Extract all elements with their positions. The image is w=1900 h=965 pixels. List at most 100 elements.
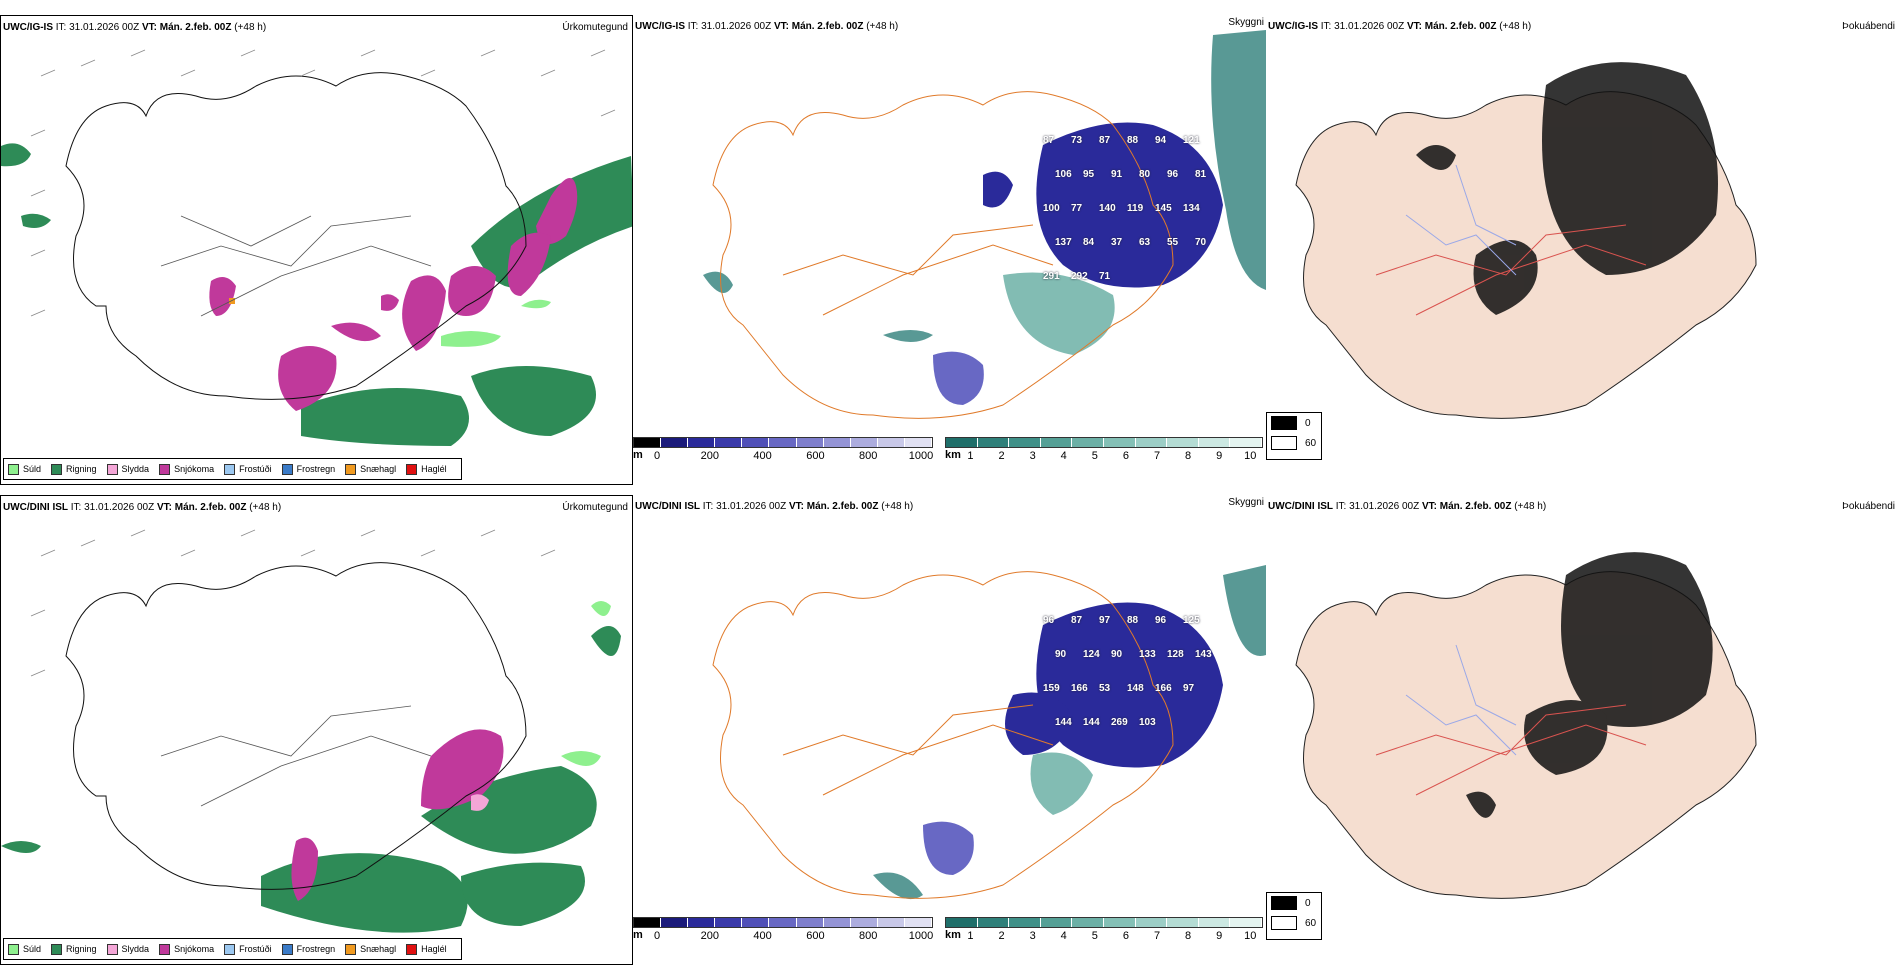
visibility-value-label: 71 (1099, 271, 1111, 282)
visibility-value-label: 292 (1071, 271, 1088, 282)
legend-item-haglel: Haglél (406, 463, 447, 475)
visibility-value-label: 148 (1127, 683, 1144, 694)
colorbar-swatches (633, 917, 933, 928)
colorbar-swatch (1230, 438, 1262, 447)
colorbar-tick-label: 8 (1185, 930, 1192, 942)
swatch (8, 463, 19, 475)
visibility-value-label: 144 (1083, 717, 1100, 728)
legend-label: Rigning (66, 944, 97, 954)
swatch (281, 943, 293, 955)
valid-time: VT: Mán. 2.feb. 00Z (788, 501, 879, 512)
iceland-map-visibility-bottom (712, 565, 1266, 900)
fog-legend-row: 60 (1267, 913, 1321, 933)
model-name: UWC/IG-IS (635, 21, 685, 32)
visibility-value-label: 87 (1071, 615, 1083, 626)
visibility-value-label: 119 (1127, 203, 1144, 214)
panel-header: UWC/DINI ISL IT: 31.01.2026 00Z VT: Mán.… (3, 502, 281, 513)
legend-item-frostudi: Frostúði (224, 943, 272, 955)
colorbar-swatch (1040, 438, 1073, 447)
precip-legend: Súld Rigning Slydda Snjókoma Frostúði Fr… (3, 938, 462, 960)
colorbar-tick-label: 9 (1216, 450, 1223, 462)
colorbar-tick-label: 600 (806, 450, 825, 462)
lead-time: (+48 h) (866, 21, 899, 32)
legend-label: 60 (1305, 437, 1317, 449)
colorbar-tick-label: 200 (700, 450, 719, 462)
colorbar-tick-label: 200 (700, 930, 719, 942)
colorbar-swatch (850, 918, 878, 927)
colorbar-swatch (796, 438, 824, 447)
legend-item-frostregn: Frostregn (281, 943, 335, 955)
visibility-panel-bottom: UWC/DINI ISL IT: 31.01.2026 00Z VT: Mán.… (633, 495, 1266, 965)
init-time: IT: 31.01.2026 00Z (55, 22, 140, 33)
colorbar-tick-label: 2 (998, 930, 1005, 942)
colorbar-tick-label: 4 (1060, 930, 1067, 942)
visibility-value-label: 159 (1043, 683, 1060, 694)
colorbar-tick-label: 6 (1122, 450, 1129, 462)
visibility-value-label: 166 (1071, 683, 1088, 694)
legend-item-slydda: Slydda (106, 463, 149, 475)
init-time: IT: 31.01.2026 00Z (70, 502, 155, 513)
panel-title: Þokuábendi (1842, 21, 1895, 32)
colorbar-tick-label: 7 (1153, 930, 1161, 942)
swatch (406, 463, 418, 475)
colorbar-swatch (1009, 918, 1041, 927)
legend-label: Rigning (66, 464, 97, 474)
visibility-m-colorbar-top: 0 200 400 600 800 1000 (633, 437, 933, 465)
colorbar-swatch (1135, 438, 1168, 447)
visibility-value-label: 87 (1043, 135, 1055, 146)
legend-label: 0 (1305, 417, 1311, 429)
legend-label: Súld (23, 464, 42, 474)
legend-item-sud: Súld (8, 463, 42, 475)
legend-label: Haglél (421, 464, 447, 474)
panel-title: Úrkomutegund (562, 22, 628, 33)
init-time: IT: 31.01.2026 00Z (1335, 501, 1420, 512)
swatch (406, 943, 418, 955)
visibility-value-label: 70 (1195, 237, 1207, 248)
visibility-value-label: 88 (1127, 615, 1139, 626)
visibility-value-label: 128 (1167, 649, 1184, 660)
iceland-map-fog-top (1295, 62, 1757, 419)
colorbar-swatch (977, 918, 1010, 927)
colorbar-swatch (904, 918, 933, 927)
legend-label: Súld (23, 944, 42, 954)
fog-panel-top: UWC/IG-IS IT: 31.01.2026 00Z VT: Mán. 2.… (1266, 15, 1899, 485)
fog-legend-row: 0 (1267, 893, 1321, 913)
valid-time: VT: Mán. 2.feb. 00Z (156, 502, 247, 513)
model-name: UWC/DINI ISL (1268, 501, 1333, 512)
visibility-value-label: 166 (1155, 683, 1172, 694)
precip-type-panel-bottom: UWC/DINI ISL IT: 31.01.2026 00Z VT: Mán.… (0, 495, 633, 965)
colorbar-swatch (877, 438, 905, 447)
legend-label: Snæhagl (360, 944, 397, 954)
visibility-value-label: 106 (1055, 169, 1072, 180)
colorbar-ticks: 1 2 3 4 5 6 7 8 9 10 (945, 450, 1263, 464)
colorbar-swatch (946, 918, 978, 927)
visibility-value-label: 121 (1183, 135, 1200, 146)
colorbar-tick-label: 2 (998, 450, 1005, 462)
panel-title: Úrkomutegund (562, 502, 628, 513)
model-name: UWC/DINI ISL (635, 501, 700, 512)
unit-km: km (945, 929, 961, 941)
panel-title: Þokuábendi (1842, 501, 1895, 512)
visibility-value-label: 134 (1183, 203, 1200, 214)
colorbar-swatch (661, 918, 689, 927)
swatch (345, 463, 357, 475)
legend-item-snaehagl: Snæhagl (345, 463, 396, 475)
colorbar-swatch (1072, 438, 1104, 447)
colorbar-swatch (1072, 918, 1104, 927)
colorbar-swatch (1103, 438, 1136, 447)
colorbar-tick-label: 600 (806, 930, 825, 942)
lead-time: (+48 h) (1514, 501, 1547, 512)
colorbar-tick-label: 9 (1216, 930, 1223, 942)
visibility-value-label: 291 (1043, 271, 1060, 282)
visibility-value-label: 96 (1167, 169, 1179, 180)
visibility-value-label: 53 (1099, 683, 1111, 694)
model-name: UWC/IG-IS (1268, 21, 1318, 32)
colorbar-tick-label: 1000 (908, 450, 934, 462)
swatch (1271, 416, 1297, 430)
swatch (159, 943, 171, 955)
colorbar-swatch (823, 438, 851, 447)
visibility-value-label: 125 (1183, 615, 1200, 626)
visibility-value-label: 84 (1083, 237, 1095, 248)
visibility-value-label: 95 (1083, 169, 1095, 180)
colorbar-tick-label: 6 (1122, 930, 1129, 942)
